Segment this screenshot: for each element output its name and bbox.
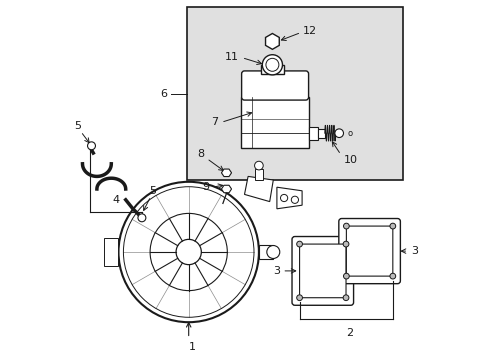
Bar (318, 129, 324, 138)
Text: 5: 5 (74, 121, 81, 131)
Circle shape (118, 182, 258, 322)
Bar (258, 245, 273, 259)
Bar (104, 238, 118, 266)
Text: 6: 6 (160, 89, 167, 99)
Circle shape (254, 161, 263, 170)
Circle shape (262, 55, 282, 75)
Circle shape (389, 273, 395, 279)
Bar (309, 127, 318, 140)
Polygon shape (265, 33, 279, 49)
Text: 5: 5 (149, 186, 156, 196)
Circle shape (343, 295, 348, 301)
Polygon shape (244, 176, 273, 202)
Circle shape (296, 241, 302, 247)
Text: 2: 2 (346, 328, 353, 338)
Text: 3: 3 (272, 266, 279, 276)
Circle shape (280, 194, 287, 202)
Circle shape (123, 187, 253, 317)
FancyBboxPatch shape (291, 237, 353, 305)
Circle shape (343, 273, 348, 279)
FancyBboxPatch shape (338, 219, 400, 284)
Circle shape (343, 241, 348, 247)
Circle shape (334, 129, 343, 138)
Polygon shape (221, 185, 231, 193)
Circle shape (176, 239, 201, 265)
Text: 1: 1 (188, 342, 195, 352)
Circle shape (150, 213, 227, 291)
Polygon shape (221, 169, 231, 176)
Circle shape (266, 246, 279, 258)
Circle shape (265, 58, 278, 71)
FancyBboxPatch shape (346, 226, 392, 276)
Polygon shape (276, 187, 302, 209)
Text: 3: 3 (410, 246, 417, 256)
Text: 11: 11 (225, 52, 239, 62)
Circle shape (87, 142, 95, 150)
Bar (241, 97, 309, 148)
Circle shape (138, 214, 145, 222)
Text: o: o (346, 129, 351, 138)
Text: 4: 4 (112, 195, 119, 205)
Text: 8: 8 (197, 149, 204, 159)
FancyBboxPatch shape (299, 244, 346, 298)
Bar (255, 169, 262, 180)
Circle shape (296, 295, 302, 301)
Circle shape (343, 223, 348, 229)
FancyBboxPatch shape (241, 71, 308, 100)
Text: 10: 10 (343, 155, 357, 165)
Bar (186, 7, 402, 180)
Bar (260, 65, 284, 74)
Circle shape (389, 223, 395, 229)
Text: 9: 9 (202, 182, 209, 192)
Text: 7: 7 (211, 117, 218, 127)
Text: 12: 12 (303, 26, 317, 36)
Circle shape (291, 196, 298, 203)
